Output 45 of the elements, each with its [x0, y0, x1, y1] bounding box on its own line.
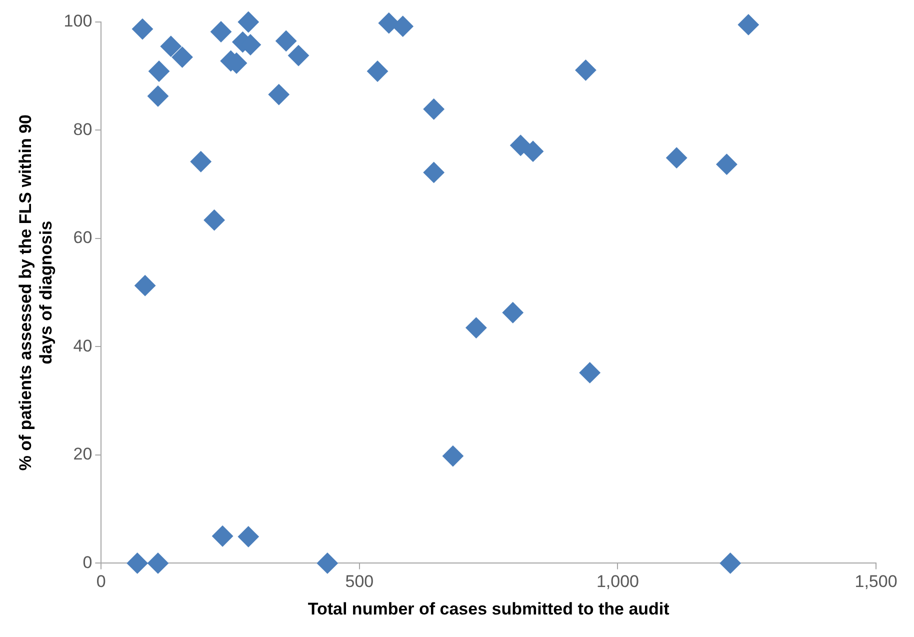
point: [288, 45, 309, 66]
point: [132, 18, 153, 40]
point: [575, 60, 596, 81]
point: [378, 12, 400, 34]
y-axis-title: % of patients assessed by the FLS within 90 days of diagnosis: [16, 114, 56, 471]
x-axis-title: Total number of cases submitted to the audit: [308, 599, 670, 618]
point: [666, 147, 688, 168]
y-tick-label: 20: [73, 444, 92, 464]
point: [442, 446, 464, 467]
point: [148, 60, 170, 82]
point: [238, 12, 259, 32]
point: [210, 21, 232, 42]
point: [423, 162, 444, 183]
y-tick-label: 0: [82, 552, 92, 572]
point: [190, 151, 212, 172]
point: [172, 46, 193, 68]
point: [522, 140, 544, 162]
x-tick-label: 1,000: [596, 572, 639, 592]
point: [720, 552, 741, 574]
point: [212, 526, 234, 547]
point: [204, 210, 225, 231]
point: [466, 317, 487, 338]
y-tick-label: 60: [73, 228, 92, 248]
point: [160, 36, 182, 57]
x-tick-label: 500: [345, 572, 374, 592]
point: [238, 526, 259, 548]
y-tick-label: 80: [73, 120, 92, 139]
point: [716, 154, 738, 175]
point: [134, 275, 156, 296]
point: [147, 552, 168, 574]
point: [147, 86, 168, 107]
point: [276, 30, 297, 52]
x-tick-label: 0: [96, 572, 106, 592]
point: [502, 302, 524, 324]
point: [367, 60, 388, 82]
y-tick-label: 100: [64, 12, 92, 31]
point: [579, 362, 600, 384]
y-tick-label: 40: [73, 336, 92, 356]
point: [316, 552, 338, 574]
point: [423, 98, 444, 120]
point: [738, 14, 759, 36]
point: [392, 16, 414, 37]
point: [268, 84, 290, 106]
point: [126, 552, 148, 574]
x-tick-label: 1,500: [854, 572, 898, 592]
